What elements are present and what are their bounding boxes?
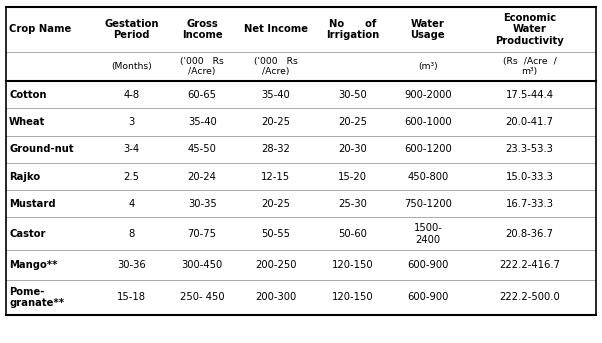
Text: 900-2000: 900-2000 (404, 90, 452, 100)
Text: 25-30: 25-30 (338, 199, 367, 209)
Text: 250- 450: 250- 450 (180, 293, 225, 303)
Text: 17.5-44.4: 17.5-44.4 (506, 90, 554, 100)
Text: 222.2-416.7: 222.2-416.7 (499, 260, 560, 270)
Text: 600-900: 600-900 (407, 260, 448, 270)
Text: Gestation
Period: Gestation Period (104, 19, 159, 40)
Text: 30-36: 30-36 (117, 260, 146, 270)
Text: 120-150: 120-150 (332, 260, 373, 270)
Text: 20-30: 20-30 (338, 144, 367, 154)
Text: 30-50: 30-50 (338, 90, 367, 100)
Text: 50-55: 50-55 (261, 229, 290, 239)
Text: 45-50: 45-50 (188, 144, 217, 154)
Text: Rajko: Rajko (9, 172, 40, 181)
Text: Ground-nut: Ground-nut (9, 144, 73, 154)
Text: No      of
Irrigation: No of Irrigation (326, 19, 379, 40)
Text: Cotton: Cotton (9, 90, 46, 100)
Text: 4: 4 (128, 199, 134, 209)
Text: Economic
Water
Productivity: Economic Water Productivity (495, 13, 564, 46)
Text: 12-15: 12-15 (261, 172, 291, 181)
Text: 20-25: 20-25 (261, 117, 290, 127)
Text: 1500-
2400: 1500- 2400 (414, 223, 442, 245)
Text: Mango**: Mango** (9, 260, 58, 270)
Text: 8: 8 (128, 229, 134, 239)
Text: 20-25: 20-25 (261, 199, 290, 209)
Text: Gross
Income: Gross Income (182, 19, 223, 40)
Text: 3-4: 3-4 (123, 144, 140, 154)
Text: 3: 3 (128, 117, 134, 127)
Text: 600-900: 600-900 (407, 293, 448, 303)
Text: 50-60: 50-60 (338, 229, 367, 239)
Text: 16.7-33.3: 16.7-33.3 (506, 199, 554, 209)
Text: 15.0-33.3: 15.0-33.3 (506, 172, 554, 181)
Text: 20-24: 20-24 (188, 172, 217, 181)
Text: Water
Usage: Water Usage (411, 19, 445, 40)
Text: Pome-
granate**: Pome- granate** (9, 287, 64, 308)
Text: 2.5: 2.5 (123, 172, 140, 181)
Text: 20.8-36.7: 20.8-36.7 (506, 229, 554, 239)
Text: 35-40: 35-40 (188, 117, 217, 127)
Text: ('000   Rs
/Acre): ('000 Rs /Acre) (254, 57, 298, 76)
Text: 20.0-41.7: 20.0-41.7 (506, 117, 554, 127)
Text: 30-35: 30-35 (188, 199, 217, 209)
Text: Castor: Castor (9, 229, 46, 239)
Text: 35-40: 35-40 (261, 90, 290, 100)
Text: 750-1200: 750-1200 (404, 199, 452, 209)
Text: 200-250: 200-250 (255, 260, 297, 270)
Text: Crop Name: Crop Name (9, 24, 71, 34)
Text: Net Income: Net Income (244, 24, 308, 34)
Text: 60-65: 60-65 (188, 90, 217, 100)
Text: Mustard: Mustard (9, 199, 55, 209)
Text: (Months): (Months) (111, 62, 152, 71)
Text: 28-32: 28-32 (261, 144, 290, 154)
Text: 222.2-500.0: 222.2-500.0 (499, 293, 560, 303)
Text: 20-25: 20-25 (338, 117, 367, 127)
Text: (Rs  /Acre  /
m³): (Rs /Acre / m³) (503, 57, 556, 76)
Text: (m³): (m³) (418, 62, 438, 71)
Text: 23.3-53.3: 23.3-53.3 (506, 144, 554, 154)
Text: 200-300: 200-300 (255, 293, 297, 303)
Text: Wheat: Wheat (9, 117, 45, 127)
Text: 600-1200: 600-1200 (404, 144, 452, 154)
Text: 4-8: 4-8 (123, 90, 140, 100)
Text: 600-1000: 600-1000 (404, 117, 452, 127)
Text: 70-75: 70-75 (188, 229, 217, 239)
Text: ('000   Rs
/Acre): ('000 Rs /Acre) (180, 57, 224, 76)
Text: 15-20: 15-20 (338, 172, 367, 181)
Text: 15-18: 15-18 (117, 293, 146, 303)
Text: 450-800: 450-800 (407, 172, 448, 181)
Text: 300-450: 300-450 (182, 260, 223, 270)
Text: 120-150: 120-150 (332, 293, 373, 303)
